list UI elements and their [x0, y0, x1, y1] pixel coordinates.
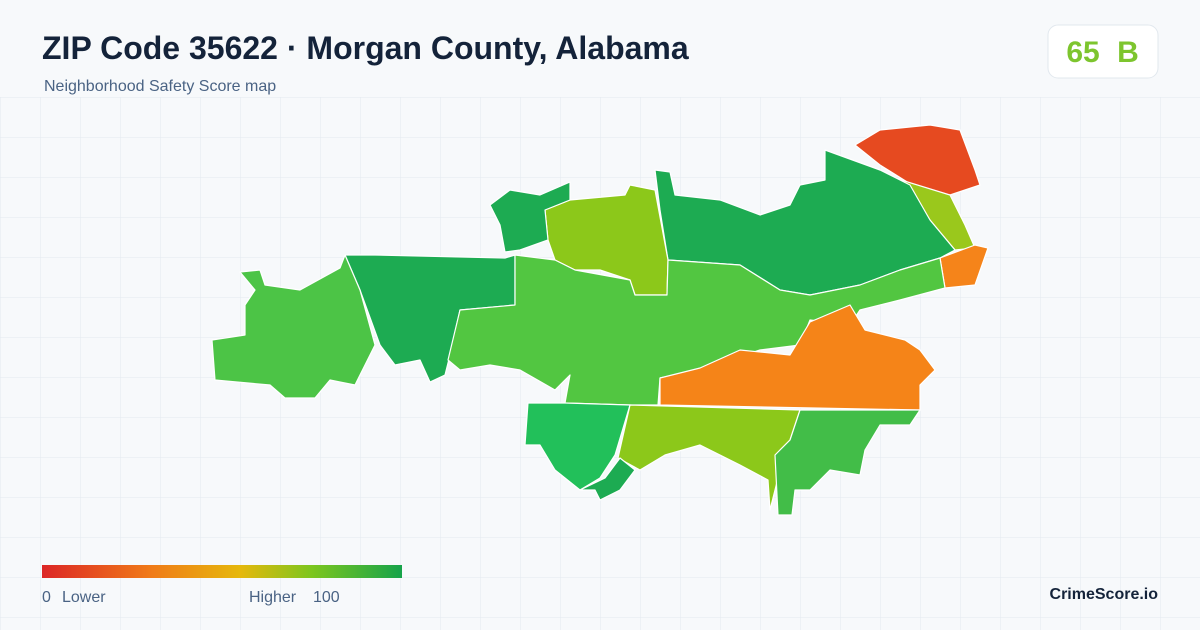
region	[489, 181, 571, 253]
legend-max: 100	[313, 589, 340, 606]
score-badge	[1047, 24, 1159, 79]
score-grade: B	[1117, 36, 1139, 69]
region	[579, 457, 636, 501]
subtitle: Neighborhood Safety Score map	[44, 78, 276, 95]
legend-min: 0	[42, 589, 51, 606]
region	[659, 304, 936, 411]
legend-max-label: Higher	[249, 589, 297, 606]
brand: CrimeScore.io	[1050, 586, 1159, 603]
map	[211, 124, 989, 516]
region	[774, 409, 921, 516]
region	[524, 402, 631, 491]
region	[447, 254, 946, 406]
region	[854, 124, 981, 196]
region	[344, 254, 516, 383]
region	[211, 254, 376, 399]
legend-min-label: Lower	[62, 589, 106, 606]
title: ZIP Code 35622 · Morgan County, Alabama	[42, 30, 689, 66]
legend-scale	[42, 565, 402, 578]
score-value: 65	[1066, 36, 1099, 69]
